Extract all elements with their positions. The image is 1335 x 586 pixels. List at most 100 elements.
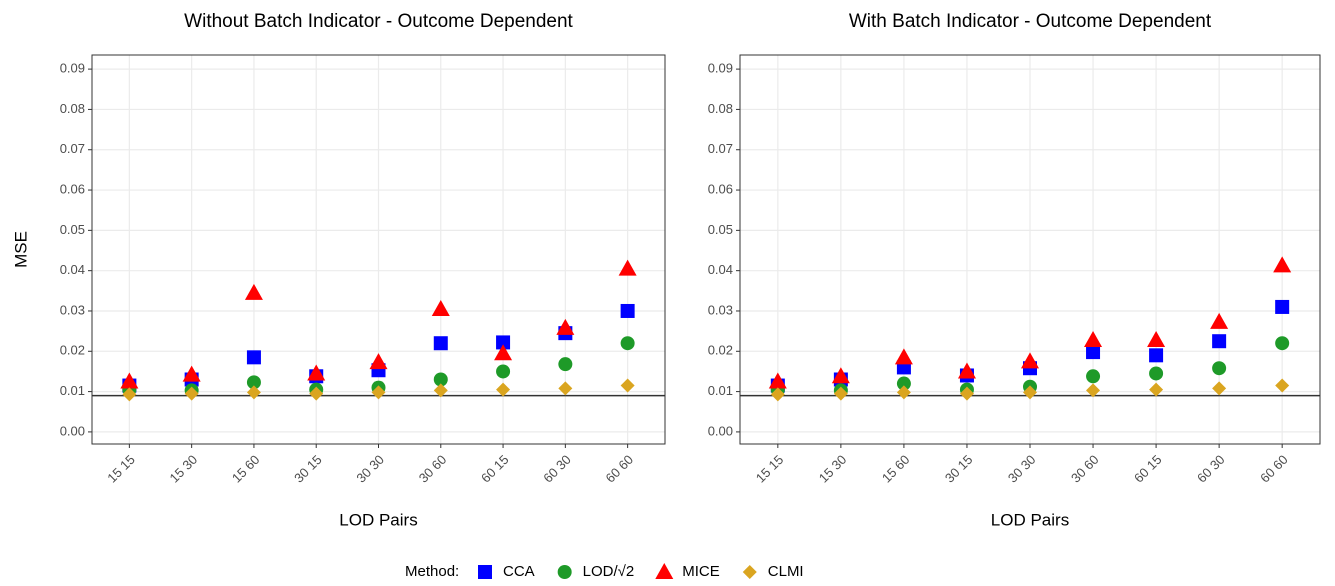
point [1147, 330, 1166, 347]
point [307, 364, 326, 381]
point [959, 386, 974, 401]
point [770, 387, 785, 402]
x-tick-label: 60 60 [1257, 452, 1291, 486]
point [309, 386, 324, 401]
x-tick-label: 30 15 [291, 452, 325, 486]
x-tick-label: 30 60 [1068, 452, 1102, 486]
point [620, 378, 635, 393]
point [556, 318, 575, 335]
x-tick-label: 60 15 [1131, 452, 1165, 486]
x-tick-label: 15 60 [879, 452, 913, 486]
legend-marker [655, 563, 674, 579]
point [833, 386, 848, 401]
point [371, 385, 386, 400]
x-tick-label: 30 30 [1005, 452, 1039, 486]
point [433, 383, 448, 398]
y-tick-label: 0.00 [708, 423, 733, 438]
x-axis-title: LOD Pairs [339, 510, 417, 529]
point [184, 386, 199, 401]
point [1086, 345, 1101, 360]
x-tick-label: 15 30 [816, 452, 850, 486]
point [120, 372, 139, 389]
point [369, 353, 388, 370]
chart-title: With Batch Indicator - Outcome Dependent [849, 11, 1212, 32]
legend: Method: CCA LOD/√2 MICE CLMI [405, 563, 804, 580]
point [1210, 312, 1229, 329]
y-axis-title: MSE [11, 231, 30, 268]
point [1021, 352, 1039, 369]
point [431, 299, 450, 316]
point [1149, 348, 1164, 363]
point [1275, 336, 1290, 351]
y-tick-label: 0.03 [708, 302, 733, 317]
chart-title: Without Batch Indicator - Outcome Depend… [184, 11, 573, 32]
x-tick-label: 60 15 [478, 452, 512, 486]
legend-label: MICE [682, 563, 720, 580]
point [246, 385, 261, 400]
x-tick-label: 60 30 [1194, 452, 1228, 486]
point [1084, 330, 1103, 347]
point [496, 364, 511, 379]
y-tick-label: 0.01 [708, 383, 733, 398]
point [620, 336, 635, 351]
y-tick-label: 0.06 [60, 181, 85, 196]
x-tick-label: 15 15 [753, 452, 787, 486]
legend-marker [742, 565, 757, 579]
point [558, 381, 573, 396]
x-tick-label: 15 60 [229, 452, 263, 486]
legend-label: LOD/√2 [583, 563, 635, 580]
y-tick-label: 0.04 [708, 262, 733, 277]
point [494, 344, 513, 361]
point [558, 357, 573, 372]
y-tick-label: 0.08 [60, 101, 85, 116]
x-tick-label: 60 60 [603, 452, 637, 486]
legend-label: CCA [503, 563, 535, 580]
y-tick-label: 0.05 [60, 222, 85, 237]
point [894, 348, 913, 365]
point [1212, 381, 1227, 396]
y-tick-label: 0.09 [708, 61, 733, 76]
y-tick-label: 0.08 [708, 101, 733, 116]
y-tick-label: 0.05 [708, 222, 733, 237]
point [618, 259, 637, 276]
point [496, 335, 511, 350]
x-tick-label: 30 60 [416, 452, 450, 486]
legend-label: CLMI [768, 563, 804, 580]
point [1149, 366, 1164, 381]
point [244, 283, 263, 300]
point [1273, 256, 1292, 273]
y-tick-label: 0.09 [60, 61, 85, 76]
y-tick-label: 0.00 [60, 423, 85, 438]
point [1212, 334, 1227, 349]
point [1086, 369, 1101, 384]
y-tick-label: 0.03 [60, 302, 85, 317]
point [433, 336, 448, 351]
y-tick-label: 0.02 [60, 343, 85, 358]
point [246, 350, 261, 365]
point [831, 367, 850, 384]
x-tick-label: 60 30 [540, 452, 574, 486]
point [1149, 382, 1164, 397]
legend-marker [557, 565, 572, 579]
point [246, 375, 261, 390]
point [1212, 361, 1227, 376]
point [122, 387, 137, 402]
point [1086, 383, 1101, 398]
point [182, 365, 201, 382]
point [1275, 378, 1290, 393]
panel-border [91, 54, 666, 445]
y-tick-label: 0.02 [708, 343, 733, 358]
x-tick-label: 15 15 [104, 452, 138, 486]
point [768, 372, 787, 389]
point [1275, 299, 1290, 314]
point [496, 382, 511, 397]
y-tick-label: 0.07 [708, 141, 733, 156]
y-tick-label: 0.07 [60, 141, 85, 156]
y-tick-label: 0.04 [60, 262, 85, 277]
x-axis-title: LOD Pairs [991, 510, 1069, 529]
point [896, 376, 911, 391]
point [1023, 385, 1037, 400]
x-tick-label: 15 30 [167, 452, 201, 486]
